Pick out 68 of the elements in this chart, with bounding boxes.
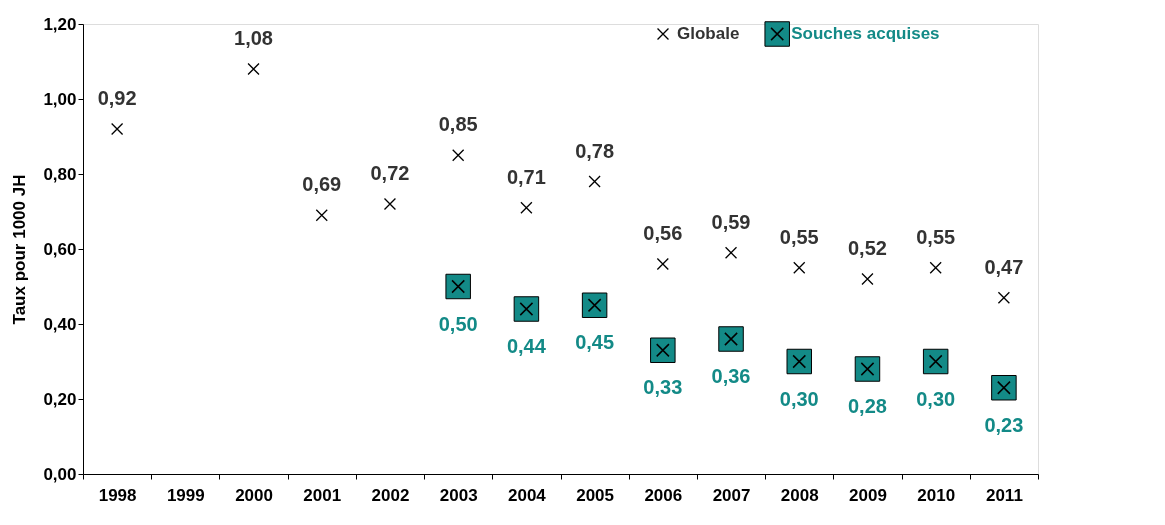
data-label: 0,28 bbox=[848, 395, 887, 417]
point bbox=[445, 273, 471, 300]
legend-label: Globale bbox=[677, 24, 740, 43]
point bbox=[786, 348, 812, 375]
point bbox=[315, 209, 328, 222]
y-tick-label: 0,20 bbox=[43, 389, 77, 409]
point bbox=[650, 337, 676, 363]
data-label: 0,55 bbox=[779, 225, 819, 248]
data-label: 0,92 bbox=[97, 87, 137, 109]
x-tick-label: 1999 bbox=[166, 485, 205, 505]
x-tick-label: 2003 bbox=[439, 485, 478, 505]
point bbox=[997, 291, 1011, 304]
point bbox=[588, 175, 601, 188]
point bbox=[861, 272, 874, 286]
point bbox=[991, 375, 1017, 401]
data-label: 1,08 bbox=[234, 27, 273, 49]
data-label: 0,50 bbox=[438, 312, 478, 335]
data-label: 0,52 bbox=[848, 237, 887, 259]
point bbox=[247, 62, 260, 76]
point bbox=[718, 326, 744, 352]
x-tick-label: 2011 bbox=[985, 485, 1023, 505]
data-label: 0,30 bbox=[779, 387, 819, 410]
x-tick-label: 2010 bbox=[917, 485, 956, 505]
point bbox=[656, 257, 669, 271]
y-tick-label: 0,80 bbox=[43, 164, 77, 184]
legend-label: Souches acquises bbox=[791, 24, 940, 43]
x-tick-label: 2000 bbox=[235, 485, 273, 505]
y-tick-label: 0,60 bbox=[43, 239, 77, 259]
data-label: 0,23 bbox=[984, 413, 1024, 436]
x-tick-label: 2009 bbox=[849, 485, 887, 505]
x-tick-label: 2008 bbox=[780, 485, 819, 505]
point bbox=[581, 292, 608, 318]
point bbox=[513, 296, 540, 322]
data-label: 0,78 bbox=[575, 139, 615, 162]
data-label: 0,36 bbox=[711, 365, 751, 387]
point bbox=[922, 348, 949, 375]
x-tick-label: 2006 bbox=[644, 485, 683, 505]
x-tick-label: 2001 bbox=[303, 485, 342, 505]
data-label: 0,30 bbox=[916, 387, 956, 410]
data-label: 0,47 bbox=[984, 255, 1024, 278]
y-tick-label: 0,00 bbox=[43, 464, 77, 484]
point bbox=[452, 149, 465, 162]
x-tick-label: 1998 bbox=[98, 485, 137, 505]
point bbox=[520, 201, 533, 214]
data-label: 0,56 bbox=[643, 222, 683, 244]
x-tick-label: 2002 bbox=[371, 485, 410, 505]
y-tick-label: 1,00 bbox=[43, 89, 77, 109]
point bbox=[929, 261, 942, 274]
data-label: 0,44 bbox=[506, 335, 547, 357]
x-tick-label: 2004 bbox=[507, 485, 547, 505]
point bbox=[724, 246, 738, 259]
data-label: 0,59 bbox=[711, 210, 751, 233]
data-label: 0,85 bbox=[438, 113, 478, 136]
x-tick-label: 2007 bbox=[712, 485, 751, 505]
data-label: 0,55 bbox=[916, 225, 956, 248]
y-axis-title: Taux pour 1000 JH bbox=[10, 174, 30, 325]
data-label: 0,71 bbox=[506, 165, 546, 188]
point bbox=[383, 197, 397, 211]
point bbox=[854, 356, 881, 382]
x-tick-label: 2005 bbox=[576, 485, 615, 505]
y-tick-label: 0,40 bbox=[43, 314, 77, 334]
data-label: 0,33 bbox=[643, 376, 683, 399]
y-tick-label: 1,20 bbox=[43, 14, 77, 34]
data-label: 0,45 bbox=[575, 331, 615, 354]
point bbox=[110, 122, 124, 136]
point bbox=[793, 261, 806, 274]
data-label: 0,72 bbox=[370, 162, 410, 184]
data-label: 0,69 bbox=[302, 173, 342, 196]
